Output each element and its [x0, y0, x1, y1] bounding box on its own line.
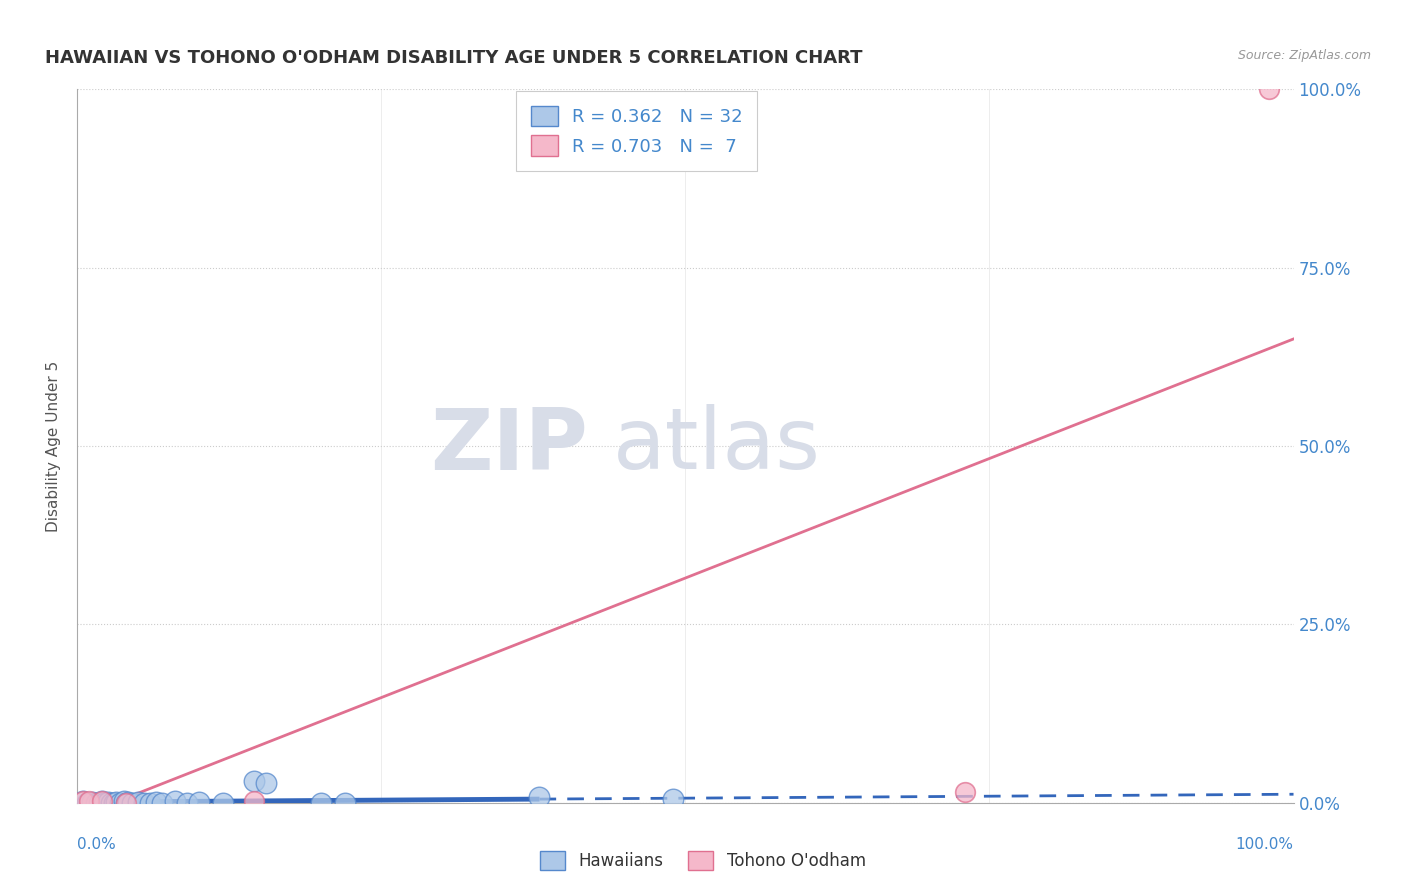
Point	[1258, 82, 1281, 96]
Point	[105, 795, 128, 809]
Text: atlas: atlas	[613, 404, 821, 488]
Point	[89, 796, 111, 810]
Point	[309, 796, 332, 810]
Text: 0.0%: 0.0%	[77, 837, 117, 852]
Point	[242, 794, 264, 808]
Point	[127, 795, 149, 809]
Point	[76, 796, 98, 810]
Point	[254, 776, 277, 790]
Point	[97, 795, 120, 809]
Point	[242, 774, 264, 789]
Legend: R = 0.362   N = 32, R = 0.703   N =  7: R = 0.362 N = 32, R = 0.703 N = 7	[516, 91, 758, 170]
Point	[103, 796, 125, 810]
Point	[72, 794, 94, 808]
Point	[100, 796, 122, 810]
Point	[93, 796, 115, 810]
Point	[145, 795, 167, 809]
Point	[84, 796, 107, 810]
Legend: Hawaiians, Tohono O'odham: Hawaiians, Tohono O'odham	[533, 844, 873, 877]
Point	[90, 794, 112, 808]
Point	[139, 796, 162, 810]
Point	[212, 796, 235, 810]
Point	[152, 796, 174, 810]
Point	[134, 796, 156, 810]
Point	[953, 785, 976, 799]
Point	[529, 790, 551, 805]
Text: ZIP: ZIP	[430, 404, 588, 488]
Point	[662, 792, 685, 806]
Point	[188, 795, 211, 809]
Point	[333, 796, 356, 810]
Point	[115, 796, 138, 810]
Point	[80, 795, 103, 809]
Y-axis label: Disability Age Under 5: Disability Age Under 5	[46, 360, 62, 532]
Text: HAWAIIAN VS TOHONO O'ODHAM DISABILITY AGE UNDER 5 CORRELATION CHART: HAWAIIAN VS TOHONO O'ODHAM DISABILITY AG…	[45, 49, 862, 67]
Point	[72, 794, 94, 808]
Point	[79, 796, 101, 810]
Point	[112, 794, 135, 808]
Text: Source: ZipAtlas.com: Source: ZipAtlas.com	[1237, 49, 1371, 62]
Point	[90, 794, 112, 808]
Point	[79, 794, 101, 808]
Point	[176, 796, 198, 810]
Point	[115, 796, 138, 810]
Point	[163, 794, 186, 808]
Point	[108, 796, 131, 810]
Point	[121, 796, 143, 810]
Point	[117, 795, 139, 809]
Text: 100.0%: 100.0%	[1236, 837, 1294, 852]
